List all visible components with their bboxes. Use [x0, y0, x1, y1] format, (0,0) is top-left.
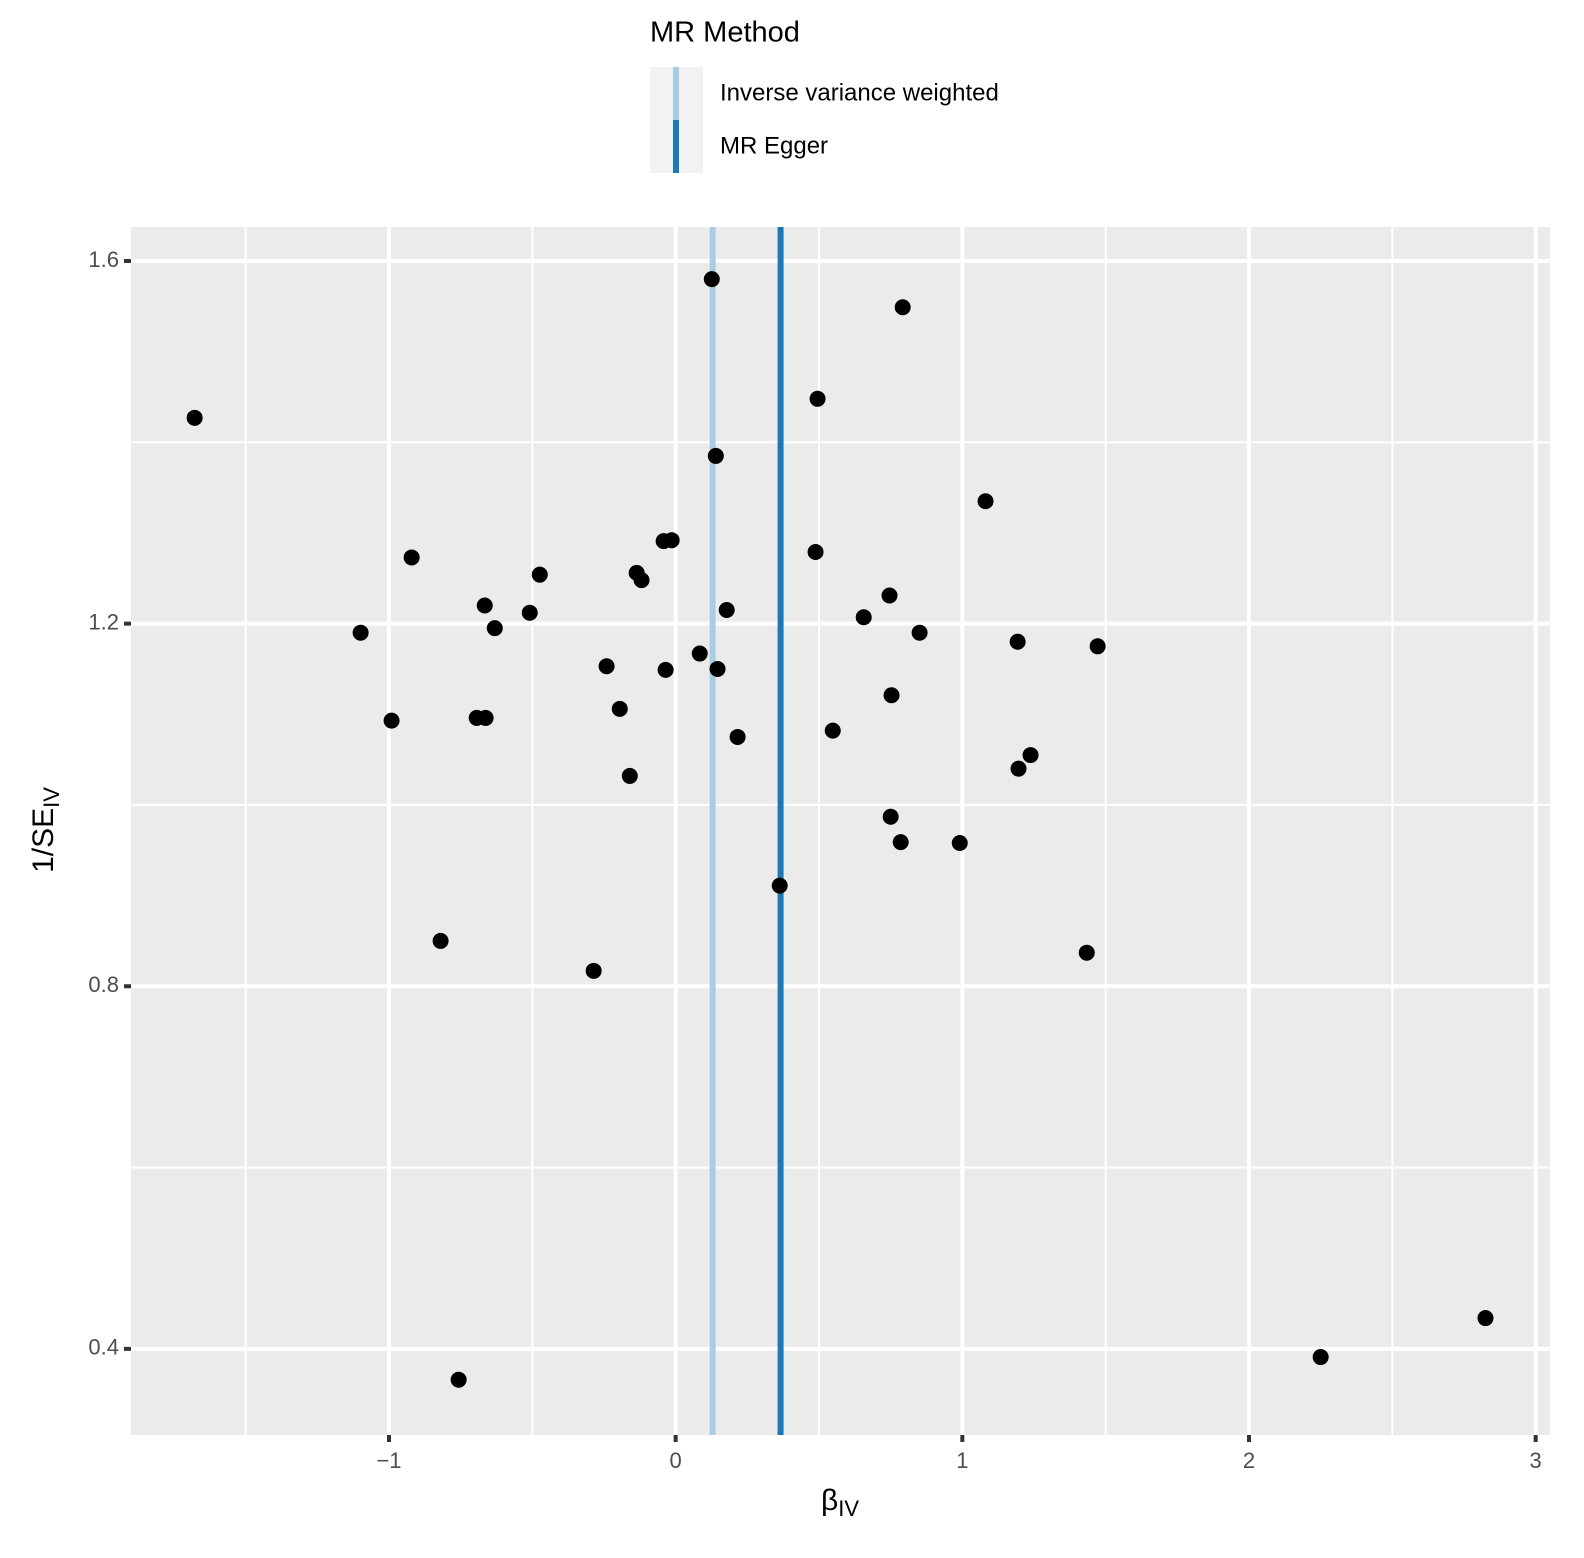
point — [621, 767, 638, 784]
y-tick-label: 1.2 — [88, 609, 119, 634]
legend-label: Inverse variance weighted — [720, 79, 999, 106]
x-axis-title-main: β — [821, 1484, 838, 1517]
point — [855, 609, 872, 626]
point — [1477, 1310, 1494, 1327]
x-tick-label: 1 — [956, 1448, 968, 1473]
point — [352, 624, 369, 641]
point — [521, 604, 538, 621]
point — [882, 808, 899, 825]
x-axis-title-sub: IV — [838, 1496, 859, 1521]
point — [911, 624, 928, 641]
point — [1010, 760, 1027, 777]
point — [186, 409, 203, 426]
point — [450, 1371, 467, 1388]
y-tick-label: 0.4 — [88, 1335, 119, 1360]
point — [1022, 747, 1039, 764]
point — [663, 532, 680, 549]
point — [1312, 1349, 1329, 1366]
point — [883, 687, 900, 704]
x-tick-label: 3 — [1530, 1448, 1542, 1473]
point — [1089, 638, 1106, 655]
point — [771, 877, 788, 894]
y-axis-title-sub: IV — [39, 787, 64, 808]
point — [709, 660, 726, 677]
point — [611, 700, 628, 717]
point — [892, 834, 909, 851]
point — [707, 447, 724, 464]
y-axis-title: 1/SEIV — [27, 787, 64, 873]
point — [531, 566, 548, 583]
x-tick-label: 0 — [670, 1448, 682, 1473]
point — [598, 658, 615, 675]
legend-title: MR Method — [650, 17, 800, 49]
point — [585, 962, 602, 979]
point — [824, 722, 841, 739]
point — [476, 597, 493, 614]
plot-panel — [131, 227, 1550, 1435]
point — [486, 620, 503, 637]
point — [1009, 633, 1026, 650]
point — [1078, 944, 1095, 961]
point — [477, 709, 494, 726]
point — [718, 602, 735, 619]
x-axis-title: βIV — [821, 1484, 859, 1521]
legend-label: MR Egger — [720, 132, 828, 159]
point — [894, 299, 911, 316]
point — [657, 661, 674, 678]
point — [977, 493, 994, 510]
point — [432, 932, 449, 949]
point — [403, 549, 420, 566]
y-tick-label: 0.8 — [88, 972, 119, 997]
point — [633, 572, 650, 589]
point — [691, 645, 708, 662]
point — [951, 835, 968, 852]
point — [729, 728, 746, 745]
point — [809, 390, 826, 407]
point — [703, 271, 720, 288]
x-tick-label: 2 — [1243, 1448, 1255, 1473]
point — [807, 544, 824, 561]
x-tick-label: −1 — [376, 1448, 401, 1473]
point — [881, 587, 898, 604]
point — [383, 712, 400, 729]
y-tick-label: 1.6 — [88, 247, 119, 272]
y-axis-title-main: 1/SE — [27, 808, 60, 873]
